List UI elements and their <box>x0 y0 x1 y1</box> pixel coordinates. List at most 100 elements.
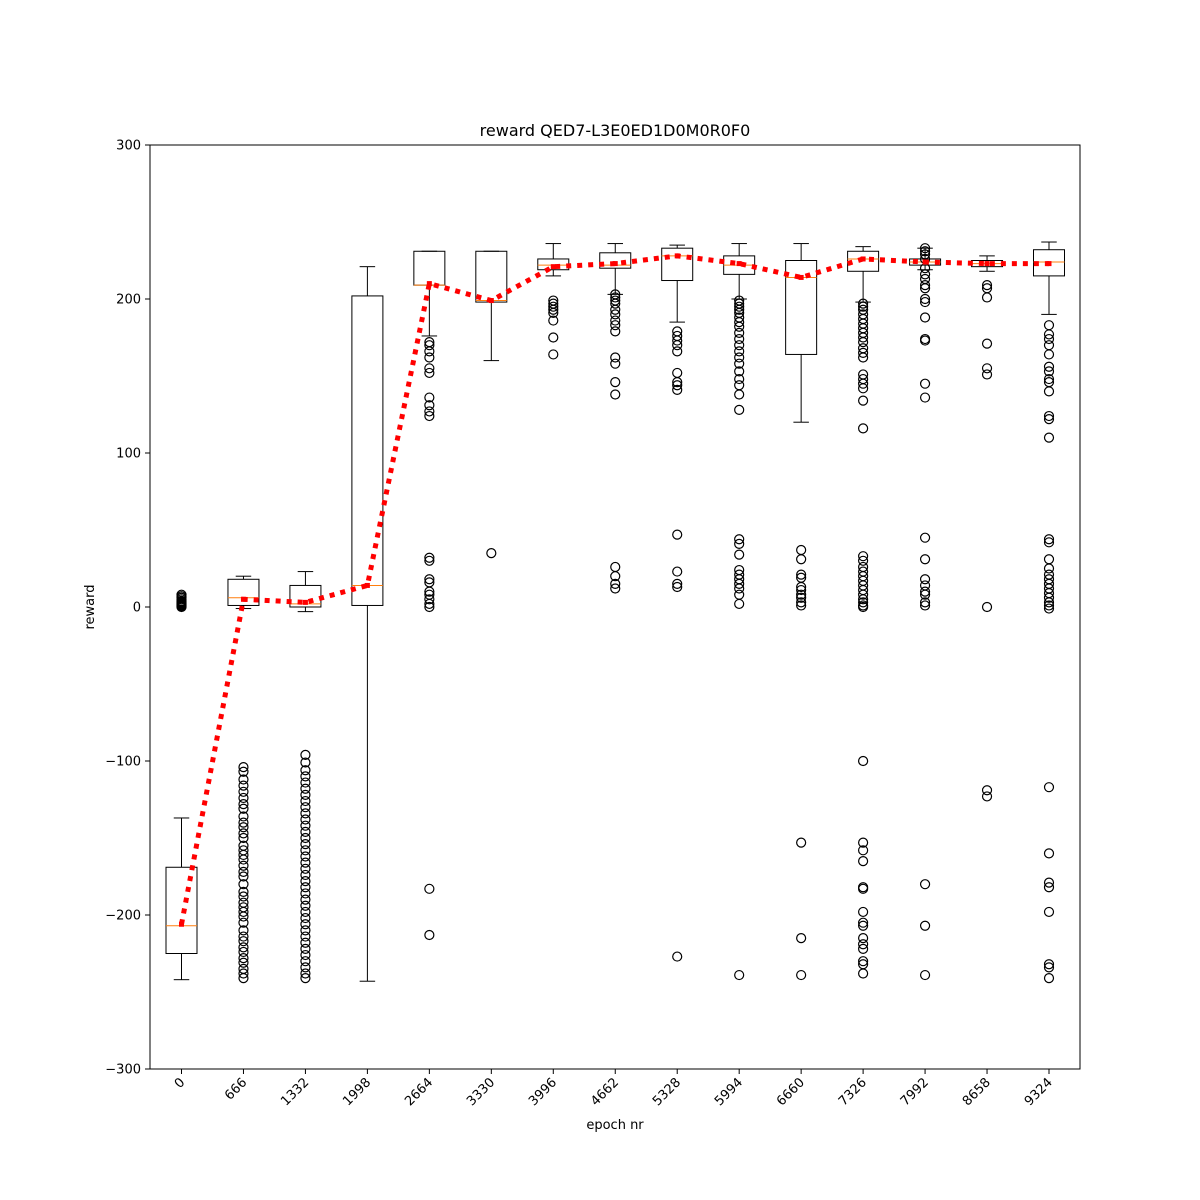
flier-point <box>858 551 869 562</box>
flier-point <box>424 400 435 411</box>
flier-point <box>1043 603 1055 614</box>
x-tick-label: 9324 <box>1022 1075 1056 1109</box>
flier-point <box>734 333 745 345</box>
flier-point <box>1043 600 1055 611</box>
y-tick-label: −300 <box>105 1063 141 1078</box>
flier-point <box>424 352 435 363</box>
flier-point <box>548 304 559 315</box>
flier-point <box>1043 349 1055 360</box>
flier-point <box>734 352 745 363</box>
flier-point <box>919 312 931 323</box>
flier-point <box>300 757 311 768</box>
x-tick-label: 1332 <box>278 1075 312 1109</box>
flier-point <box>919 293 931 305</box>
flier-point <box>424 601 435 613</box>
flier-point <box>858 332 869 343</box>
flier-point <box>610 389 621 400</box>
flier-point <box>238 871 249 882</box>
flier-point <box>919 392 931 403</box>
flier-point <box>981 601 993 613</box>
mean-point <box>1046 261 1052 267</box>
x-axis-label: epoch nr <box>586 1118 644 1133</box>
mean-point <box>302 599 308 605</box>
flier-point <box>424 929 435 941</box>
flier-point <box>424 586 435 597</box>
flier-point <box>734 549 745 560</box>
flier-point <box>238 936 249 947</box>
flier-point <box>734 304 745 315</box>
flier-point <box>424 555 435 566</box>
flier-point <box>1043 882 1055 893</box>
flier-point <box>1043 366 1055 377</box>
flier-point <box>300 962 311 973</box>
flier-point <box>858 352 869 363</box>
flier-point <box>238 917 249 928</box>
flier-point <box>610 326 621 337</box>
mean-point <box>922 259 928 265</box>
flier-point <box>300 814 311 825</box>
mean-point <box>240 596 246 602</box>
flier-point <box>424 598 435 610</box>
flier-point <box>610 320 621 331</box>
flier-point <box>858 968 869 979</box>
flier-point <box>858 589 869 600</box>
flier-point <box>1043 414 1055 425</box>
flier-point <box>238 828 249 839</box>
y-tick-label: 200 <box>116 293 141 308</box>
box-body <box>599 252 632 269</box>
flier-point <box>919 600 931 611</box>
flier-point <box>672 384 683 395</box>
box-epoch-4662 <box>599 243 632 594</box>
flier-point <box>734 404 745 415</box>
flier-point <box>858 755 869 767</box>
x-tick-label: 7992 <box>898 1075 932 1109</box>
mean-point <box>860 256 866 262</box>
mean-point <box>674 253 680 259</box>
flier-point <box>858 883 869 894</box>
flier-point <box>238 931 249 942</box>
flier-point <box>919 574 931 585</box>
flier-point <box>672 335 683 346</box>
mean-point <box>612 261 618 267</box>
flier-point <box>796 554 807 565</box>
flier-point <box>858 395 869 406</box>
flier-point <box>610 358 621 369</box>
mean-line-group <box>179 253 1052 927</box>
flier-point <box>610 583 621 594</box>
x-tick-label: 7326 <box>836 1075 870 1109</box>
flier-point <box>796 837 807 848</box>
flier-point <box>300 777 311 788</box>
flier-point <box>919 246 931 257</box>
box-body <box>165 866 198 955</box>
flier-point <box>610 304 621 315</box>
flier-point <box>858 555 869 566</box>
x-tick-label: 2664 <box>402 1075 436 1109</box>
flier-point <box>300 869 311 881</box>
box-epoch-1998 <box>351 266 384 982</box>
box-body <box>227 578 260 606</box>
flier-point <box>300 943 311 954</box>
flier-point <box>734 578 745 590</box>
flier-point <box>300 851 311 862</box>
flier-point <box>238 953 249 964</box>
flier-point <box>1043 959 1055 970</box>
flier-point <box>981 369 993 380</box>
flier-point <box>300 956 311 967</box>
flier-point <box>672 346 683 357</box>
x-tick-label: 3330 <box>464 1075 498 1109</box>
mean-point <box>984 261 990 267</box>
flier-point <box>919 920 931 931</box>
mean-point <box>179 921 184 927</box>
flier-point <box>300 826 311 837</box>
flier-point <box>610 315 621 326</box>
flier-point <box>238 780 249 791</box>
flier-point <box>300 894 311 905</box>
x-tick-label: 666 <box>222 1075 250 1103</box>
flier-point <box>238 792 249 804</box>
box-epoch-5994 <box>723 243 756 981</box>
flier-point <box>981 785 993 796</box>
flier-point <box>919 283 931 294</box>
flier-point <box>1043 973 1055 984</box>
flier-point <box>610 377 621 388</box>
